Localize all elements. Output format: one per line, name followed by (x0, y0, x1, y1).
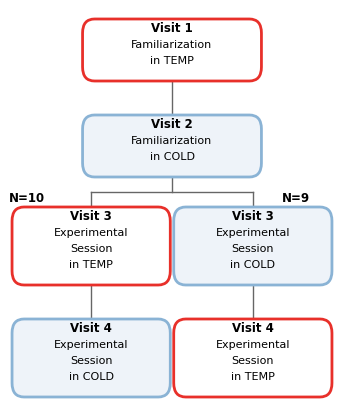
FancyBboxPatch shape (83, 19, 261, 81)
Text: Visit 2: Visit 2 (151, 118, 193, 131)
Text: in TEMP: in TEMP (231, 372, 275, 382)
Text: in TEMP: in TEMP (150, 56, 194, 66)
Text: Visit 1: Visit 1 (151, 22, 193, 35)
Text: Session: Session (70, 244, 112, 254)
Text: N=10: N=10 (9, 192, 45, 204)
Text: Session: Session (232, 356, 274, 366)
Text: in COLD: in COLD (150, 152, 194, 162)
Text: Visit 4: Visit 4 (70, 322, 112, 335)
Text: Experimental: Experimental (54, 228, 128, 238)
Text: Experimental: Experimental (216, 340, 290, 350)
Text: in COLD: in COLD (69, 372, 114, 382)
FancyBboxPatch shape (174, 207, 332, 285)
FancyBboxPatch shape (174, 319, 332, 397)
Text: in TEMP: in TEMP (69, 260, 113, 270)
Text: Familiarization: Familiarization (131, 136, 213, 146)
FancyBboxPatch shape (12, 207, 170, 285)
Text: Visit 3: Visit 3 (70, 210, 112, 223)
Text: Visit 3: Visit 3 (232, 210, 274, 223)
Text: Session: Session (70, 356, 112, 366)
Text: Session: Session (232, 244, 274, 254)
Text: Experimental: Experimental (54, 340, 128, 350)
Text: Experimental: Experimental (216, 228, 290, 238)
FancyBboxPatch shape (12, 319, 170, 397)
Text: Visit 4: Visit 4 (232, 322, 274, 335)
Text: Familiarization: Familiarization (131, 40, 213, 50)
Text: in COLD: in COLD (230, 260, 275, 270)
FancyBboxPatch shape (83, 115, 261, 177)
Text: N=9: N=9 (282, 192, 310, 204)
